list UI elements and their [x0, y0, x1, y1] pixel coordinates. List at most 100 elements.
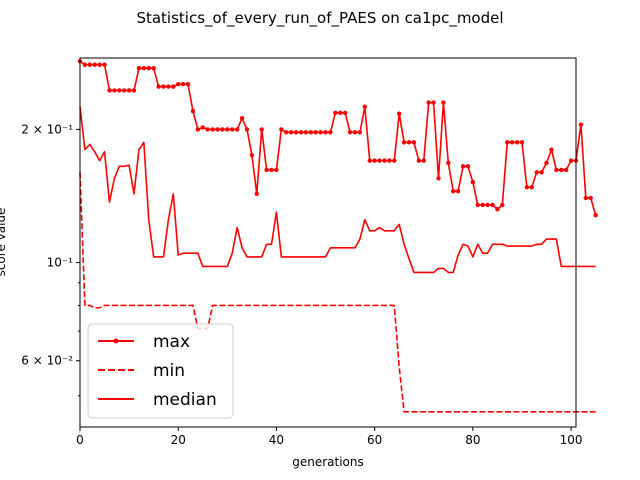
data-point-max — [293, 130, 299, 135]
data-point-max — [215, 127, 220, 132]
data-point-max — [87, 62, 93, 67]
data-point-max — [485, 202, 490, 208]
data-point-max — [264, 167, 269, 173]
x-tick-label: 0 — [76, 433, 84, 447]
data-point-max — [244, 127, 250, 132]
data-point-max — [342, 110, 348, 116]
data-point-max — [446, 160, 451, 166]
series-layer — [77, 59, 598, 413]
data-point-max — [117, 88, 122, 93]
data-point-max — [426, 100, 431, 105]
data-point-max — [583, 195, 589, 201]
data-point-max — [230, 127, 235, 132]
data-point-max — [102, 62, 107, 67]
data-point-max — [352, 130, 358, 135]
data-point-max — [308, 130, 314, 135]
data-point-max — [367, 158, 372, 163]
legend-label-min: min — [153, 361, 185, 381]
data-point-max — [529, 185, 534, 190]
plot-frame — [79, 57, 577, 428]
data-point-max — [136, 66, 142, 71]
data-point-max — [303, 130, 309, 135]
data-point-max — [333, 110, 338, 116]
x-tick-label: 80 — [465, 433, 480, 447]
data-point-max — [161, 84, 166, 89]
data-point-max — [190, 108, 196, 114]
data-point-max — [387, 158, 392, 163]
data-point-max — [279, 127, 284, 132]
data-point-max — [112, 88, 117, 93]
data-point-max — [406, 140, 412, 145]
data-point-max — [554, 167, 559, 173]
data-point-max — [141, 66, 147, 71]
data-point-max — [495, 207, 500, 212]
data-point-max — [431, 100, 436, 105]
data-point-max — [205, 127, 210, 132]
legend-marker-max — [113, 338, 119, 344]
chart-title: Statistics_of_every_run_of_PAES on ca1pc… — [136, 9, 503, 28]
data-point-max — [220, 127, 225, 132]
axes-layer: 0 20 40 60 80 100 2 × 10⁻¹ 10⁻¹ 6 × 10⁻² — [21, 122, 582, 447]
series-line-median — [79, 106, 596, 274]
data-point-max — [176, 82, 181, 87]
series-line-max — [79, 60, 597, 216]
data-point-max — [500, 202, 505, 208]
data-point-max — [549, 147, 554, 152]
series-line-min — [79, 172, 596, 413]
data-point-max — [97, 62, 102, 67]
data-point-max — [568, 158, 574, 163]
data-point-max — [593, 212, 598, 218]
data-point-max — [259, 127, 264, 132]
data-point-max — [107, 88, 112, 93]
data-point-max — [505, 140, 510, 145]
data-point-max — [328, 130, 333, 135]
data-point-max — [578, 122, 584, 127]
data-point-max — [122, 88, 127, 93]
data-point-max — [288, 130, 294, 135]
x-tick-label: 100 — [560, 433, 583, 447]
data-point-max — [416, 158, 422, 163]
data-point-max — [455, 188, 461, 194]
data-point-max — [82, 62, 88, 67]
data-point-max — [421, 158, 426, 163]
y-tick-label: 10⁻¹ — [47, 256, 74, 270]
data-point-max — [401, 140, 407, 145]
data-point-max — [323, 130, 328, 135]
data-point-max — [397, 111, 402, 116]
data-point-max — [347, 130, 353, 135]
data-point-max — [539, 170, 544, 175]
data-point-max — [180, 82, 186, 87]
data-point-max — [392, 158, 397, 163]
data-point-max — [185, 82, 191, 87]
data-point-max — [210, 127, 215, 132]
data-point-max — [146, 66, 151, 71]
data-point-max — [318, 130, 323, 135]
data-point-max — [151, 66, 156, 71]
data-point-max — [284, 130, 289, 135]
data-point-max — [411, 140, 417, 145]
data-point-max — [225, 127, 230, 132]
data-point-max — [357, 130, 363, 135]
data-point-max — [195, 127, 201, 132]
data-point-max — [460, 164, 466, 169]
data-point-max — [534, 170, 539, 175]
data-point-max — [372, 158, 377, 163]
data-point-max — [313, 130, 318, 135]
data-point-max — [475, 202, 480, 208]
data-point-max — [362, 104, 368, 109]
data-point-max — [490, 202, 495, 208]
data-point-max — [338, 110, 343, 116]
legend: max min median — [87, 323, 234, 419]
data-point-max — [200, 125, 205, 130]
data-point-max — [436, 176, 441, 181]
data-point-max — [559, 167, 564, 173]
data-point-max — [166, 84, 171, 89]
data-point-max — [131, 88, 137, 93]
data-point-max — [274, 167, 279, 173]
data-point-max — [254, 191, 259, 197]
data-point-max — [298, 130, 304, 135]
data-point-max — [509, 140, 515, 145]
data-point-max — [514, 140, 520, 145]
x-axis-label: generations — [292, 455, 364, 469]
